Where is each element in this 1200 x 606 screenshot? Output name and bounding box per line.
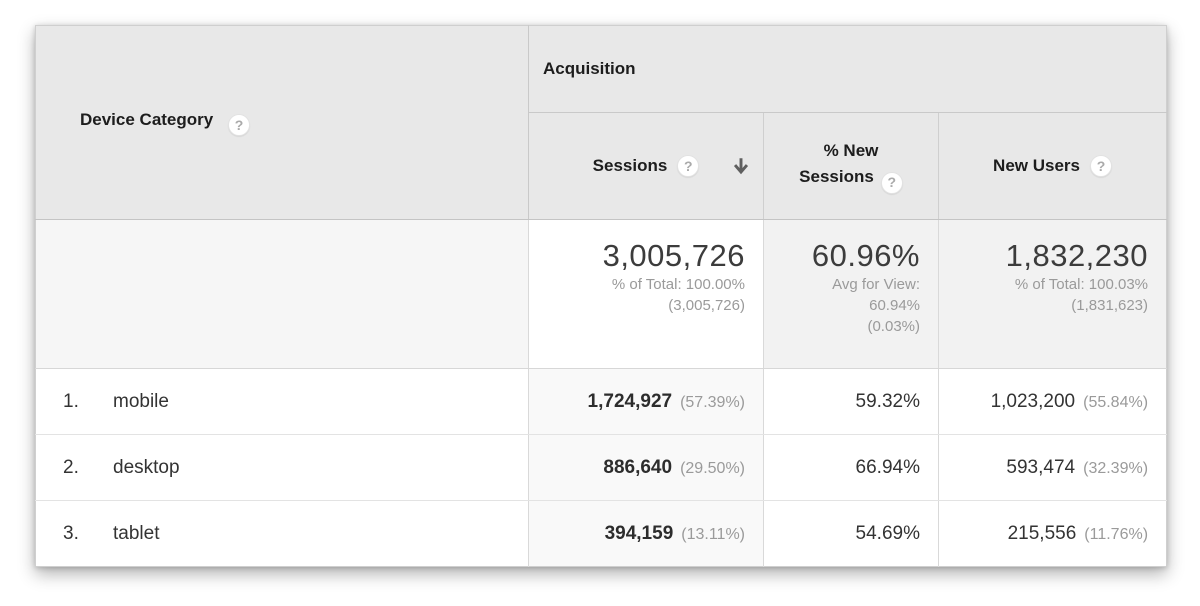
- new-users-cell: 593,474 (32.39%): [937, 434, 1167, 501]
- sessions-value: 394,159: [604, 522, 674, 544]
- acquisition-label: Acquisition: [543, 59, 636, 78]
- new-users-value: 593,474: [1006, 456, 1076, 478]
- help-icon[interactable]: ?: [677, 155, 700, 177]
- percent-new-sessions-total-cell: 60.96% Avg for View: 60.94% (0.03%): [763, 219, 939, 369]
- sessions-header-label: Sessions: [592, 156, 668, 175]
- help-icon[interactable]: ?: [1089, 155, 1112, 177]
- percent-new-sessions-value: 59.32%: [855, 390, 920, 412]
- percent-new-sessions-cell: 59.32%: [763, 368, 939, 435]
- row-index: 1.: [63, 390, 79, 412]
- dimension-cell: 2. desktop: [35, 434, 529, 501]
- device-label: tablet: [113, 522, 160, 544]
- row-index: 3.: [63, 522, 79, 544]
- dimension-cell: 1. mobile: [35, 368, 529, 435]
- percent-new-sessions-column-header[interactable]: % New Sessions?: [763, 112, 939, 220]
- sessions-total-cell: 3,005,726 % of Total: 100.00% (3,005,726…: [528, 219, 764, 369]
- table-row-tablet: 3. tablet 394,159 (13.11%) 54.69% 215,556 (…: [35, 500, 1167, 567]
- sessions-cell: 394,159 (13.11%): [528, 500, 764, 567]
- new-users-share: (55.84%): [1083, 393, 1149, 411]
- sessions-total-value: 3,005,726: [602, 238, 745, 273]
- new-users-cell: 1,023,200 (55.84%): [937, 368, 1167, 435]
- device-category-column-header[interactable]: Device Category ?: [35, 25, 529, 220]
- percent-new-sessions-value: 54.69%: [855, 522, 920, 544]
- percent-new-sessions-total-note: (0.03%): [867, 317, 920, 335]
- sort-descending-icon[interactable]: [730, 155, 752, 177]
- percent-new-sessions-total-value: 60.96%: [811, 238, 920, 273]
- percent-new-sessions-total-note: 60.94%: [869, 296, 920, 314]
- new-users-share: (11.76%): [1084, 525, 1149, 543]
- sessions-share: (29.50%): [680, 459, 745, 477]
- totals-row: 3,005,726 % of Total: 100.00% (3,005,726…: [35, 219, 1167, 369]
- new-users-value: 1,023,200: [990, 390, 1076, 412]
- percent-new-sessions-total-note: Avg for View:: [832, 275, 920, 293]
- dimension-cell: 3. tablet: [35, 500, 529, 567]
- new-users-value: 215,556: [1007, 522, 1077, 544]
- row-index: 2.: [63, 456, 79, 478]
- metric-header-row: Sessions ? % New Sessions?: [36, 112, 1167, 220]
- table-row-mobile: 1. mobile 1,724,927 (57.39%) 59.32% 1,023,…: [35, 368, 1167, 435]
- acquisition-group-header: Acquisition: [528, 25, 1167, 113]
- help-icon[interactable]: ?: [227, 113, 250, 136]
- sessions-value: 886,640: [603, 456, 673, 478]
- percent-new-sessions-value: 66.94%: [855, 456, 920, 478]
- percent-new-sessions-cell: 54.69%: [763, 500, 939, 567]
- new-users-total-note: (1,831,623): [1071, 296, 1149, 314]
- percent-new-sessions-header-label: % New Sessions: [799, 140, 879, 187]
- new-users-header-label: New Users: [993, 156, 1080, 175]
- table-row-desktop: 2. desktop 886,640 (29.50%) 66.94% 593,474…: [35, 434, 1167, 501]
- sessions-total-note: (3,005,726): [668, 296, 745, 314]
- sessions-cell: 1,724,927 (57.39%): [528, 368, 764, 435]
- group-header-row: Device Category ? Acquisition: [35, 25, 1167, 220]
- percent-new-sessions-cell: 66.94%: [763, 434, 939, 501]
- new-users-cell: 215,556 (11.76%): [937, 500, 1167, 567]
- new-users-total-value: 1,832,230: [1005, 238, 1149, 273]
- totals-dimension-cell: [35, 219, 529, 369]
- sessions-share: (13.11%): [681, 525, 745, 543]
- device-label: mobile: [113, 390, 169, 412]
- device-category-label: Device Category: [80, 109, 214, 129]
- new-users-column-header[interactable]: New Users ?: [937, 112, 1167, 220]
- analytics-device-category-table: Device Category ? Acquisition Sessions ?: [35, 25, 1168, 567]
- sessions-cell: 886,640 (29.50%): [528, 434, 764, 501]
- device-label: desktop: [113, 456, 180, 478]
- new-users-total-cell: 1,832,230 % of Total: 100.03% (1,831,623…: [937, 219, 1167, 369]
- sessions-column-header[interactable]: Sessions ?: [528, 112, 764, 220]
- sessions-value: 1,724,927: [587, 390, 673, 412]
- new-users-share: (32.39%): [1083, 459, 1149, 477]
- sessions-total-note: % of Total: 100.00%: [611, 275, 745, 293]
- new-users-total-note: % of Total: 100.03%: [1014, 275, 1149, 293]
- sessions-share: (57.39%): [680, 393, 745, 411]
- help-icon[interactable]: ?: [880, 172, 903, 195]
